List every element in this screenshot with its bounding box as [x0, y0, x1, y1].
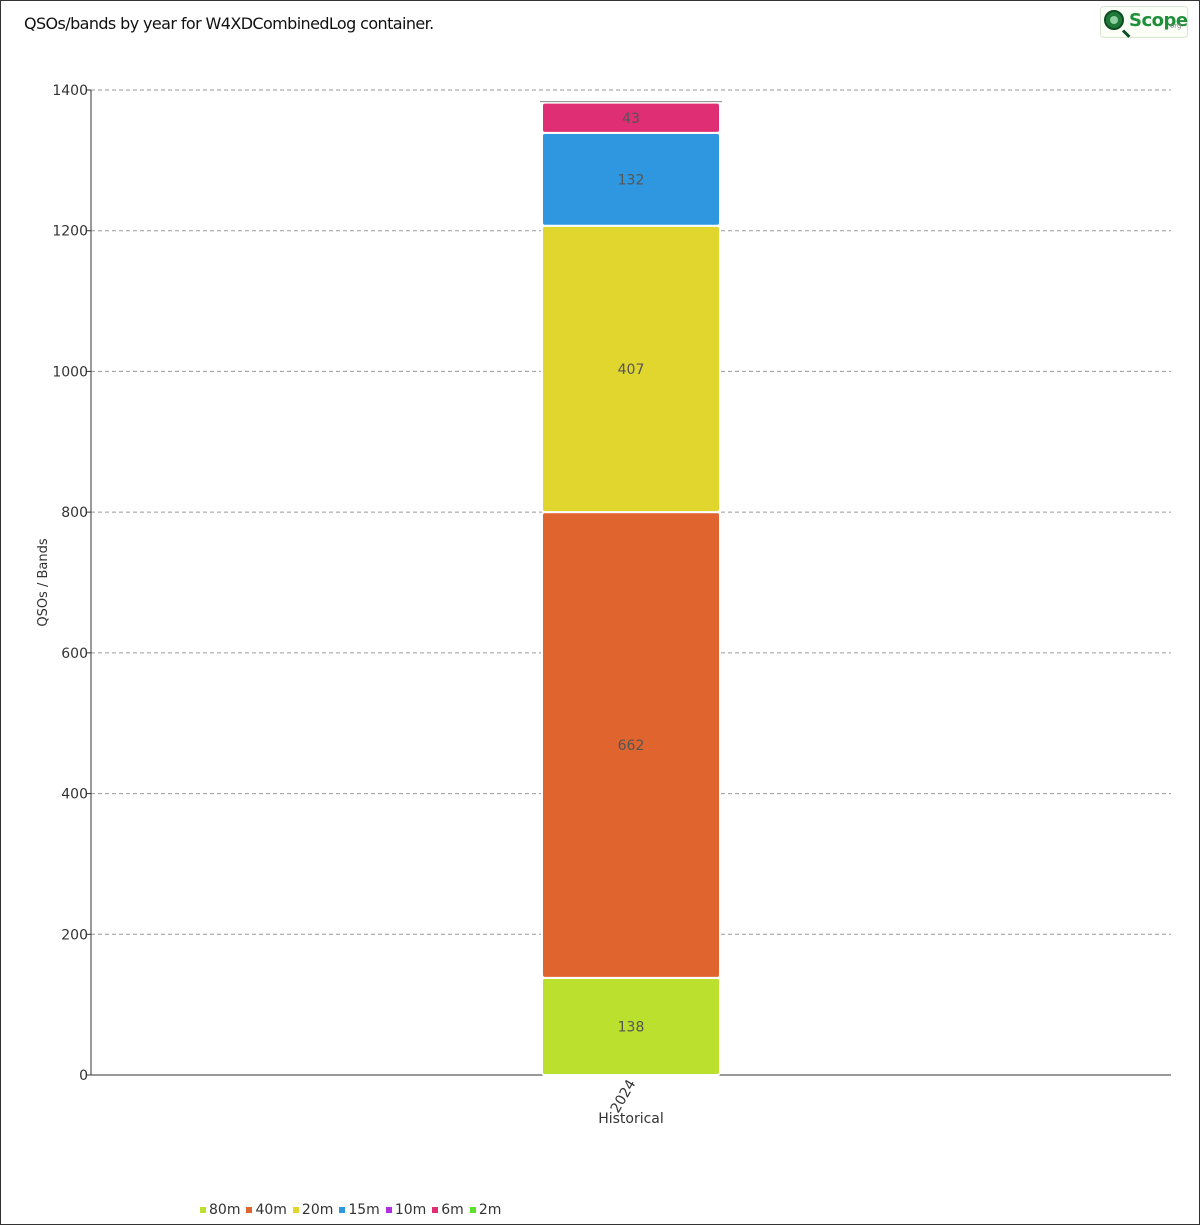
x-axis-label: Historical	[598, 1111, 664, 1127]
legend-label-80m: 80m	[209, 1202, 241, 1218]
legend-item-80m[interactable]: 80m	[200, 1202, 240, 1218]
legend-label-40m: 40m	[255, 1202, 287, 1218]
chart-title: QSOs/bands by year for W4XDCombinedLog c…	[24, 14, 434, 33]
legend-swatch-15m	[339, 1207, 346, 1213]
qscope-logo[interactable]: Scope org	[1100, 6, 1188, 38]
data-label-20m: 407	[618, 362, 645, 378]
legend-swatch-6m	[432, 1207, 439, 1213]
legend-item-2m[interactable]: 2m	[469, 1202, 502, 1218]
legend-item-15m[interactable]: 15m	[339, 1202, 380, 1218]
bar-segment-6m	[541, 101, 721, 134]
y-tick-label-1200: 1200	[52, 224, 88, 240]
y-tick-label-800: 800	[61, 505, 88, 521]
y-tick-label-0: 0	[79, 1068, 88, 1084]
legend-label-20m: 20m	[301, 1202, 334, 1218]
legend-label-6m: 6m	[441, 1202, 464, 1218]
legend-swatch-20m	[292, 1207, 299, 1213]
legend-swatch-40m	[246, 1207, 253, 1213]
y-tick-label-1400: 1400	[52, 83, 88, 99]
chart-legend: 80m 40m 20m 15m 10m 6m 2m	[200, 1201, 507, 1219]
legend-item-20m[interactable]: 20m	[292, 1202, 334, 1218]
y-tick-label-400: 400	[61, 787, 88, 803]
logo-suffix: org	[1170, 22, 1182, 30]
data-label-80m: 138	[618, 1019, 645, 1035]
data-label-40m: 662	[618, 738, 645, 754]
legend-item-6m[interactable]: 6m	[432, 1202, 464, 1218]
data-label-15m: 132	[618, 172, 645, 188]
data-label-6m: 43	[622, 111, 640, 127]
y-tick-label-600: 600	[61, 646, 88, 662]
y-tick-label-1000: 1000	[52, 364, 88, 380]
y-tick-label-200: 200	[61, 927, 88, 943]
legend-item-40m[interactable]: 40m	[246, 1202, 287, 1218]
legend-item-10m[interactable]: 10m	[385, 1202, 427, 1218]
legend-swatch-2m	[469, 1207, 476, 1213]
y-axis-label: QSOs / Bands	[36, 538, 51, 627]
magnifier-icon	[1104, 10, 1131, 38]
legend-swatch-80m	[200, 1207, 206, 1213]
logo-text: Scope	[1129, 10, 1188, 31]
legend-swatch-10m	[385, 1207, 392, 1213]
legend-label-15m: 15m	[348, 1202, 380, 1218]
legend-label-10m: 10m	[394, 1202, 427, 1218]
legend-label-2m: 2m	[478, 1202, 502, 1218]
